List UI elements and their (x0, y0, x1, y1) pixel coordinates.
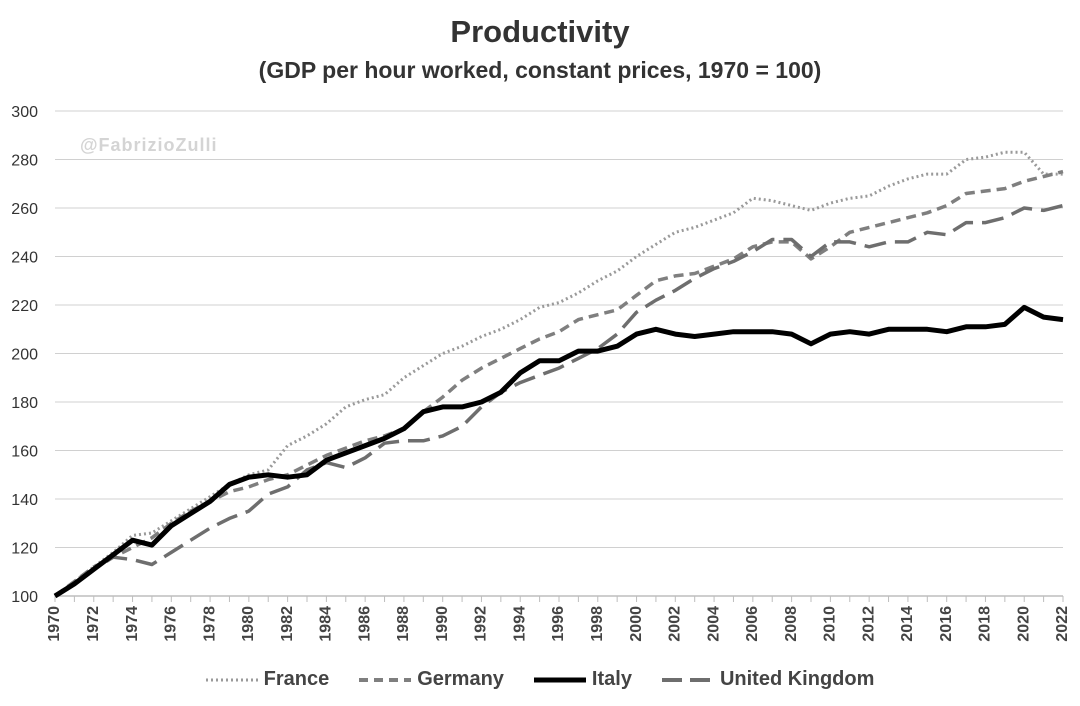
x-tick-label-1980: 1980 (240, 606, 257, 642)
x-tick-label-1978: 1978 (201, 606, 218, 642)
watermark: @FabrizioZulli (80, 135, 218, 155)
y-tick-label-240: 240 (11, 250, 38, 267)
x-tick-label-2018: 2018 (977, 606, 994, 642)
legend-swatch-italy (533, 677, 586, 682)
legend-item-france: France (205, 668, 330, 691)
grid-lines (55, 110, 1063, 597)
x-tick-label-2008: 2008 (783, 606, 800, 642)
x-tick-label-1990: 1990 (434, 606, 451, 642)
x-tick-label-2012: 2012 (860, 606, 877, 642)
x-tick-label-1970: 1970 (46, 606, 63, 642)
x-tick-label-1998: 1998 (589, 606, 606, 642)
legend-label-united-kingdom: United Kingdom (719, 668, 875, 690)
x-tick-label-2010: 2010 (822, 606, 839, 642)
legend-swatch-france (205, 678, 258, 681)
x-axis: 1970 1972 1974 1976 1978 1980 1982 1984 1986 1988… (46, 595, 1071, 642)
chart-title: Productivity (450, 14, 630, 49)
legend: France Germany Italy United Kingdom (0, 668, 1080, 691)
y-tick-label-160: 160 (11, 444, 38, 461)
y-tick-label-140: 140 (11, 492, 38, 509)
legend-item-italy: Italy (533, 668, 632, 691)
x-tick-label-1974: 1974 (124, 606, 141, 642)
legend-label-germany: Germany (417, 668, 504, 690)
series-line-united-kingdom (54, 203, 1064, 598)
legend-swatch-germany (359, 677, 412, 682)
y-tick-label-200: 200 (11, 347, 38, 364)
y-tick-label-180: 180 (11, 395, 38, 412)
y-tick-label-280: 280 (11, 153, 38, 170)
chart-subtitle: (GDP per hour worked, constant prices, 1… (258, 57, 822, 83)
x-tick-label-1988: 1988 (395, 606, 412, 642)
x-tick-label-1996: 1996 (550, 606, 567, 642)
y-tick-label-220: 220 (11, 298, 38, 315)
series-line-italy (53, 304, 1064, 599)
y-tick-label-100: 100 (11, 589, 38, 606)
series-line-germany (53, 169, 1064, 598)
x-tick-label-2016: 2016 (938, 606, 955, 642)
x-tick-label-1994: 1994 (511, 606, 528, 642)
legend-label-france: France (263, 668, 330, 690)
x-tick-label-1986: 1986 (356, 606, 373, 642)
x-tick-label-2022: 2022 (1054, 606, 1071, 642)
x-tick-label-2002: 2002 (667, 606, 684, 642)
x-tick-label-2004: 2004 (705, 606, 722, 642)
y-tick-label-260: 260 (11, 201, 38, 218)
y-tick-label-120: 120 (11, 541, 38, 558)
x-tick-label-1992: 1992 (473, 606, 490, 642)
legend-label-italy: Italy (591, 668, 632, 690)
y-axis-ticks: 100 120 140 160 180 200 220 240 260 280 300 (11, 104, 38, 606)
x-tick-label-1976: 1976 (163, 606, 180, 642)
x-tick-label-2020: 2020 (1015, 606, 1032, 642)
x-tick-label-1972: 1972 (85, 606, 102, 642)
legend-item-united-kingdom: United Kingdom (661, 668, 875, 691)
x-tick-label-2014: 2014 (899, 606, 916, 642)
legend-swatch-united-kingdom (661, 677, 714, 682)
y-tick-label-300: 300 (11, 104, 38, 121)
x-tick-label-1982: 1982 (279, 606, 296, 642)
x-tick-label-2000: 2000 (628, 606, 645, 642)
legend-item-germany: Germany (359, 668, 504, 691)
series-lines (53, 150, 1064, 599)
x-tick-label-2006: 2006 (744, 606, 761, 642)
x-tick-label-1984: 1984 (318, 606, 335, 642)
